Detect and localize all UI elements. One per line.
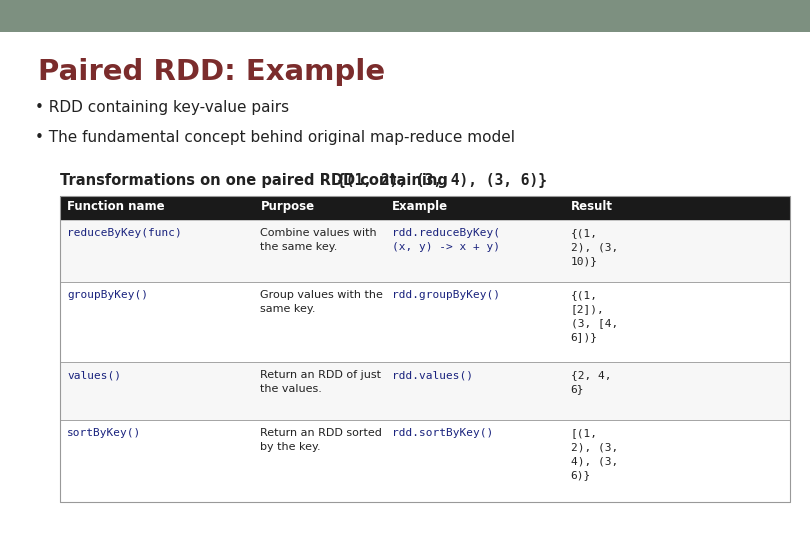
Text: {(1,
[2]),
(3, [4,
6])}: {(1, [2]), (3, [4, 6])}	[571, 290, 618, 342]
Text: {2, 4,
6}: {2, 4, 6}	[571, 370, 612, 394]
FancyBboxPatch shape	[60, 196, 790, 220]
FancyBboxPatch shape	[0, 32, 810, 540]
FancyBboxPatch shape	[60, 220, 790, 282]
FancyBboxPatch shape	[0, 0, 810, 32]
Text: {(1, 2), (3, 4), (3, 6)}: {(1, 2), (3, 4), (3, 6)}	[337, 173, 547, 188]
Text: {(1,
2), (3,
10)}: {(1, 2), (3, 10)}	[571, 228, 618, 266]
Text: Example: Example	[392, 200, 448, 213]
FancyBboxPatch shape	[60, 420, 790, 502]
Text: rdd.groupByKey(): rdd.groupByKey()	[392, 290, 500, 300]
Text: • The fundamental concept behind original map-reduce model: • The fundamental concept behind origina…	[35, 130, 515, 145]
Text: Result: Result	[571, 200, 612, 213]
Text: Combine values with
the same key.: Combine values with the same key.	[261, 228, 377, 252]
FancyBboxPatch shape	[60, 282, 790, 362]
Text: rdd.values(): rdd.values()	[392, 370, 473, 380]
Text: rdd.sortByKey(): rdd.sortByKey()	[392, 428, 493, 438]
Text: groupByKey(): groupByKey()	[67, 290, 148, 300]
FancyBboxPatch shape	[60, 362, 790, 420]
Text: Return an RDD sorted
by the key.: Return an RDD sorted by the key.	[261, 428, 382, 452]
Text: values(): values()	[67, 370, 121, 380]
Text: rdd.reduceByKey(
(x, y) -> x + y): rdd.reduceByKey( (x, y) -> x + y)	[392, 228, 500, 252]
Text: Function name: Function name	[67, 200, 164, 213]
Text: Purpose: Purpose	[261, 200, 314, 213]
Text: Group values with the
same key.: Group values with the same key.	[261, 290, 383, 314]
Text: • RDD containing key-value pairs: • RDD containing key-value pairs	[35, 100, 289, 115]
Text: Paired RDD: Example: Paired RDD: Example	[38, 58, 385, 86]
Text: reduceByKey(func): reduceByKey(func)	[67, 228, 181, 238]
Text: sortByKey(): sortByKey()	[67, 428, 141, 438]
Text: [(1,
2), (3,
4), (3,
6)}: [(1, 2), (3, 4), (3, 6)}	[571, 428, 618, 480]
Text: Transformations on one paired RDD containing: Transformations on one paired RDD contai…	[60, 173, 453, 188]
Text: Return an RDD of just
the values.: Return an RDD of just the values.	[261, 370, 382, 394]
